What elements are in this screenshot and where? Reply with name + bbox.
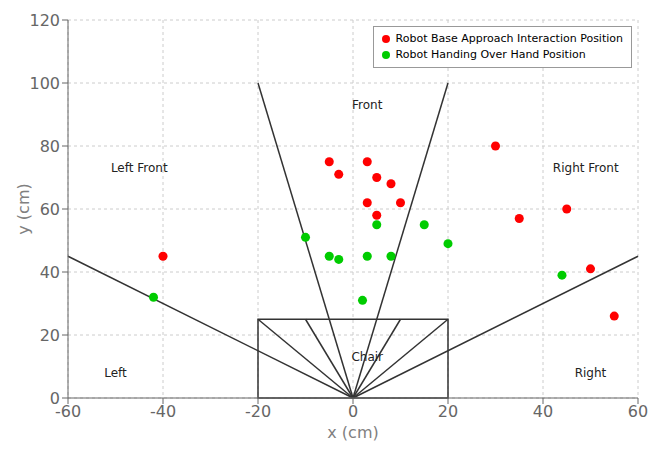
svg-text:-60: -60 <box>54 402 82 422</box>
svg-text:Chair: Chair <box>351 350 383 364</box>
svg-text:20: 20 <box>438 402 458 421</box>
svg-text:y (cm): y (cm) <box>14 183 33 234</box>
svg-text:-20: -20 <box>245 402 271 421</box>
svg-text:40: 40 <box>533 402 553 421</box>
svg-text:100: 100 <box>29 74 60 93</box>
svg-text:Front: Front <box>352 98 383 112</box>
svg-text:40: 40 <box>40 263 60 282</box>
svg-text:60: 60 <box>40 200 60 219</box>
svg-text:60: 60 <box>628 402 648 421</box>
svg-text:20: 20 <box>40 326 60 345</box>
svg-text:120: 120 <box>29 11 60 30</box>
html-text:Robot Base Approach Interactio: Robot Base Approach Interaction Position <box>395 32 623 45</box>
svg-text:Right: Right <box>575 366 607 380</box>
svg-text:x (cm): x (cm) <box>327 423 378 442</box>
svg-text:Left: Left <box>104 366 127 380</box>
svg-text:Right Front: Right Front <box>553 161 619 175</box>
svg-text:0: 0 <box>50 389 60 408</box>
svg-text:80: 80 <box>40 137 60 156</box>
svg-text:0: 0 <box>348 402 358 421</box>
svg-text:-40: -40 <box>150 402 176 421</box>
html-text:Robot Handing Over Hand Positi: Robot Handing Over Hand Position <box>395 48 586 61</box>
svg-text:Left Front: Left Front <box>111 161 168 175</box>
